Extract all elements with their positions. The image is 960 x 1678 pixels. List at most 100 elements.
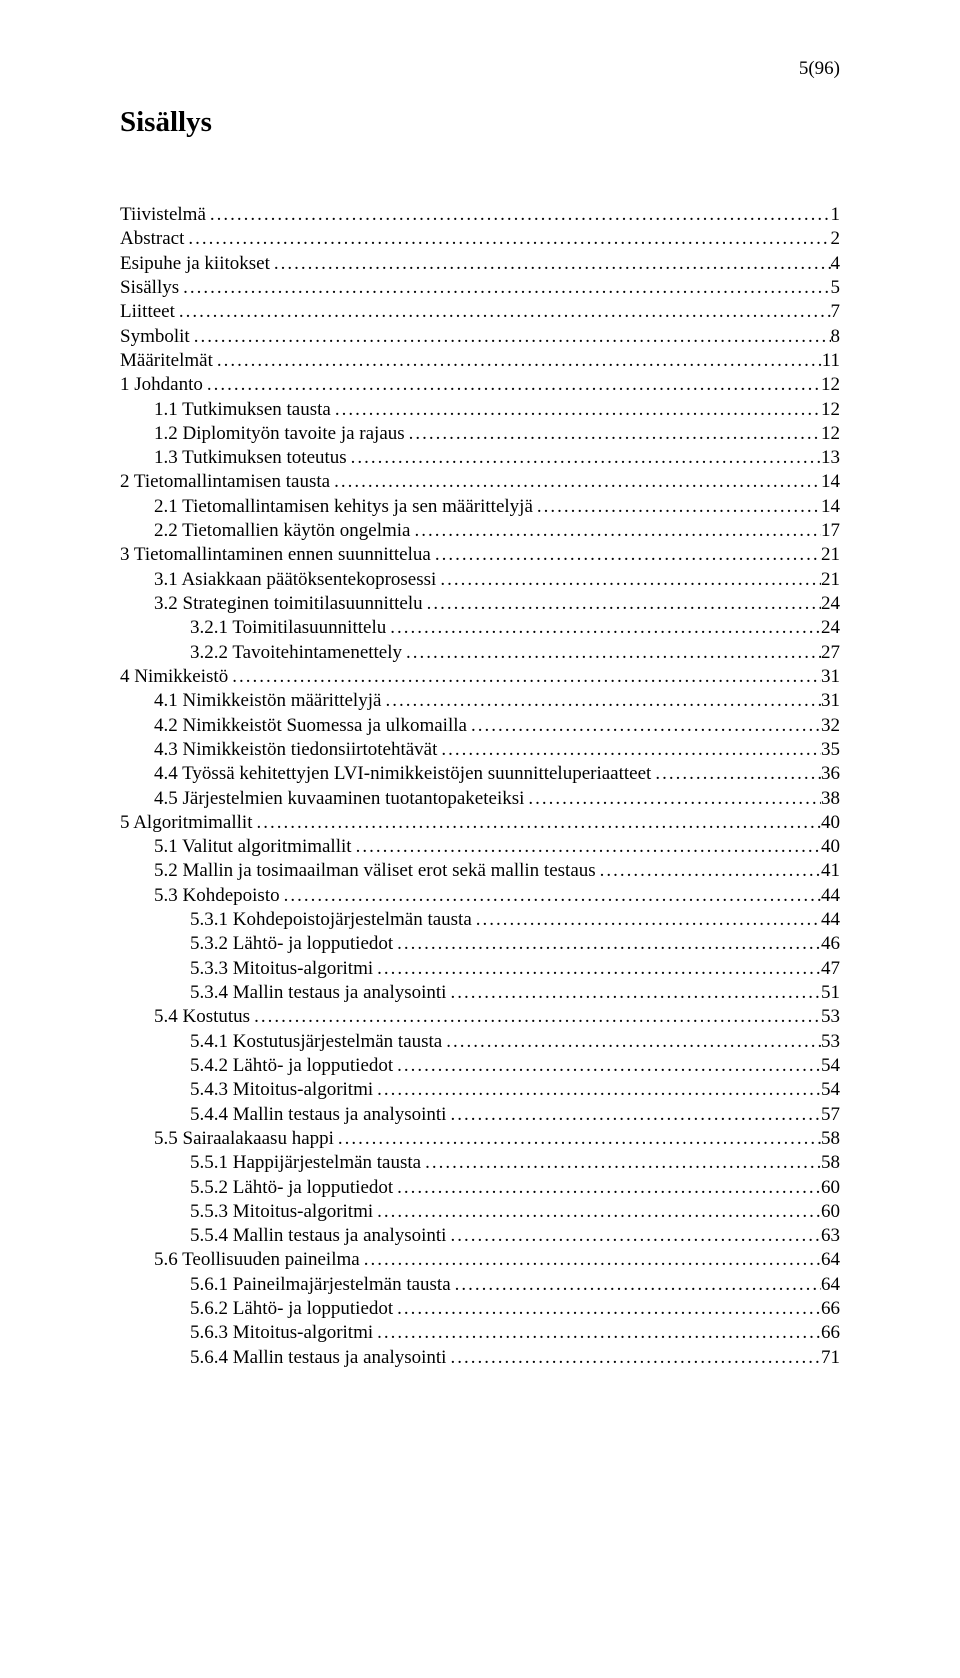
toc-page-number: 32 bbox=[821, 714, 840, 738]
toc-page-number: 41 bbox=[821, 859, 840, 883]
toc-page-number: 63 bbox=[821, 1224, 840, 1248]
toc-label: 4.4 Työssä kehitettyjen LVI-nimikkeistöj… bbox=[154, 762, 651, 786]
toc-entry: 3.2.2 Tavoitehintamenettely27 bbox=[120, 641, 840, 665]
toc-leader-dots bbox=[175, 300, 831, 324]
toc-label: 3.2 Strateginen toimitilasuunnittelu bbox=[154, 592, 423, 616]
toc-page-number: 8 bbox=[831, 325, 841, 349]
toc-label: 5.3.1 Kohdepoistojärjestelmän tausta bbox=[190, 908, 472, 932]
toc-entry: 5.3.3 Mitoitus-algoritmi47 bbox=[120, 957, 840, 981]
toc-page-number: 64 bbox=[821, 1248, 840, 1272]
toc-leader-dots bbox=[352, 835, 821, 859]
toc-page-number: 38 bbox=[821, 787, 840, 811]
toc-leader-dots bbox=[373, 1321, 821, 1345]
toc-label: 1.3 Tutkimuksen toteutus bbox=[154, 446, 347, 470]
toc-page-number: 2 bbox=[831, 227, 841, 251]
toc-entry: 2 Tietomallintamisen tausta14 bbox=[120, 470, 840, 494]
toc-page-number: 7 bbox=[831, 300, 841, 324]
toc-label: 4.1 Nimikkeistön määrittelyjä bbox=[154, 689, 381, 713]
toc-entry: 5.3.4 Mallin testaus ja analysointi 51 bbox=[120, 981, 840, 1005]
toc-entry: 1.2 Diplomityön tavoite ja rajaus12 bbox=[120, 422, 840, 446]
toc-page-number: 57 bbox=[821, 1103, 840, 1127]
toc-entry: Määritelmät11 bbox=[120, 349, 840, 373]
toc-leader-dots bbox=[203, 373, 821, 397]
toc-entry: 1.1 Tutkimuksen tausta12 bbox=[120, 398, 840, 422]
toc-label: 3.1 Asiakkaan päätöksentekoprosessi bbox=[154, 568, 436, 592]
toc-label: 5.5 Sairaalakaasu happi bbox=[154, 1127, 334, 1151]
toc-page-number: 12 bbox=[821, 373, 840, 397]
toc-entry: 5.6.3 Mitoitus-algoritmi 66 bbox=[120, 1321, 840, 1345]
toc-page-number: 71 bbox=[821, 1346, 840, 1370]
toc-label: 5 Algoritmimallit bbox=[120, 811, 252, 835]
toc-entry: Abstract2 bbox=[120, 227, 840, 251]
toc-page-number: 53 bbox=[821, 1005, 840, 1029]
toc-label: 5.5.1 Happijärjestelmän tausta bbox=[190, 1151, 421, 1175]
toc-label: 5.1 Valitut algoritmimallit bbox=[154, 835, 352, 859]
toc-label: Liitteet bbox=[120, 300, 175, 324]
toc-label: 5.6.2 Lähtö- ja lopputiedot bbox=[190, 1297, 393, 1321]
toc-page-number: 53 bbox=[821, 1030, 840, 1054]
toc-leader-dots bbox=[213, 349, 822, 373]
toc-entry: 5.5 Sairaalakaasu happi58 bbox=[120, 1127, 840, 1151]
toc-leader-dots bbox=[331, 398, 821, 422]
toc-entry: 4.5 Järjestelmien kuvaaminen tuotantopak… bbox=[120, 787, 840, 811]
toc-leader-dots bbox=[446, 981, 821, 1005]
toc-entry: 4.1 Nimikkeistön määrittelyjä 31 bbox=[120, 689, 840, 713]
toc-page-number: 51 bbox=[821, 981, 840, 1005]
toc-label: 5.6 Teollisuuden paineilma bbox=[154, 1248, 360, 1272]
toc-page-number: 14 bbox=[821, 470, 840, 494]
document-page: 5(96) Sisällys Tiivistelmä1Abstract2Esip… bbox=[0, 0, 960, 1678]
table-of-contents: Tiivistelmä1Abstract2Esipuhe ja kiitokse… bbox=[120, 203, 840, 1370]
toc-entry: 4 Nimikkeistö31 bbox=[120, 665, 840, 689]
toc-leader-dots bbox=[421, 1151, 821, 1175]
toc-entry: 5.3 Kohdepoisto44 bbox=[120, 884, 840, 908]
toc-leader-dots bbox=[442, 1030, 821, 1054]
toc-leader-dots bbox=[184, 227, 830, 251]
toc-leader-dots bbox=[373, 1078, 821, 1102]
toc-entry: 5.5.3 Mitoitus-algoritmi60 bbox=[120, 1200, 840, 1224]
toc-entry: 2.2 Tietomallien käytön ongelmia17 bbox=[120, 519, 840, 543]
toc-leader-dots bbox=[436, 568, 821, 592]
toc-entry: 4.4 Työssä kehitettyjen LVI-nimikkeistöj… bbox=[120, 762, 840, 786]
toc-entry: 5.5.1 Happijärjestelmän tausta58 bbox=[120, 1151, 840, 1175]
toc-label: 5.4 Kostutus bbox=[154, 1005, 250, 1029]
toc-page-number: 40 bbox=[821, 835, 840, 859]
toc-page-number: 4 bbox=[831, 252, 841, 276]
toc-leader-dots bbox=[190, 325, 831, 349]
toc-page-number: 60 bbox=[821, 1200, 840, 1224]
toc-page-number: 66 bbox=[821, 1321, 840, 1345]
toc-leader-dots bbox=[386, 616, 821, 640]
toc-page-number: 5 bbox=[831, 276, 841, 300]
toc-entry: 1 Johdanto12 bbox=[120, 373, 840, 397]
toc-label: 5.3.4 Mallin testaus ja analysointi bbox=[190, 981, 446, 1005]
toc-leader-dots bbox=[596, 859, 821, 883]
toc-leader-dots bbox=[393, 1054, 821, 1078]
toc-label: 5.6.3 Mitoitus-algoritmi bbox=[190, 1321, 373, 1345]
toc-page-number: 46 bbox=[821, 932, 840, 956]
page-title: Sisällys bbox=[120, 106, 840, 139]
toc-entry: 5.2 Mallin ja tosimaailman väliset erot … bbox=[120, 859, 840, 883]
toc-entry: Liitteet 7 bbox=[120, 300, 840, 324]
toc-leader-dots bbox=[405, 422, 821, 446]
toc-entry: 5.1 Valitut algoritmimallit 40 bbox=[120, 835, 840, 859]
toc-label: 2.1 Tietomallintamisen kehitys ja sen mä… bbox=[154, 495, 533, 519]
toc-label: 5.6.1 Paineilmajärjestelmän tausta bbox=[190, 1273, 451, 1297]
toc-leader-dots bbox=[373, 957, 821, 981]
toc-label: 5.6.4 Mallin testaus ja analysointi bbox=[190, 1346, 446, 1370]
toc-entry: 5.4.1 Kostutusjärjestelmän tausta53 bbox=[120, 1030, 840, 1054]
toc-label: 5.3.2 Lähtö- ja lopputiedot bbox=[190, 932, 393, 956]
toc-label: 4.3 Nimikkeistön tiedonsiirtotehtävät bbox=[154, 738, 437, 762]
toc-label: 2.2 Tietomallien käytön ongelmia bbox=[154, 519, 410, 543]
toc-page-number: 44 bbox=[821, 908, 840, 932]
toc-label: Esipuhe ja kiitokset bbox=[120, 252, 270, 276]
toc-page-number: 31 bbox=[821, 665, 840, 689]
toc-page-number: 54 bbox=[821, 1078, 840, 1102]
toc-label: 1.1 Tutkimuksen tausta bbox=[154, 398, 331, 422]
toc-leader-dots bbox=[360, 1248, 821, 1272]
toc-label: 5.3.3 Mitoitus-algoritmi bbox=[190, 957, 373, 981]
toc-entry: 5.3.1 Kohdepoistojärjestelmän tausta 44 bbox=[120, 908, 840, 932]
toc-page-number: 64 bbox=[821, 1273, 840, 1297]
toc-page-number: 31 bbox=[821, 689, 840, 713]
toc-page-number: 27 bbox=[821, 641, 840, 665]
toc-leader-dots bbox=[446, 1224, 821, 1248]
toc-entry: 5 Algoritmimallit40 bbox=[120, 811, 840, 835]
